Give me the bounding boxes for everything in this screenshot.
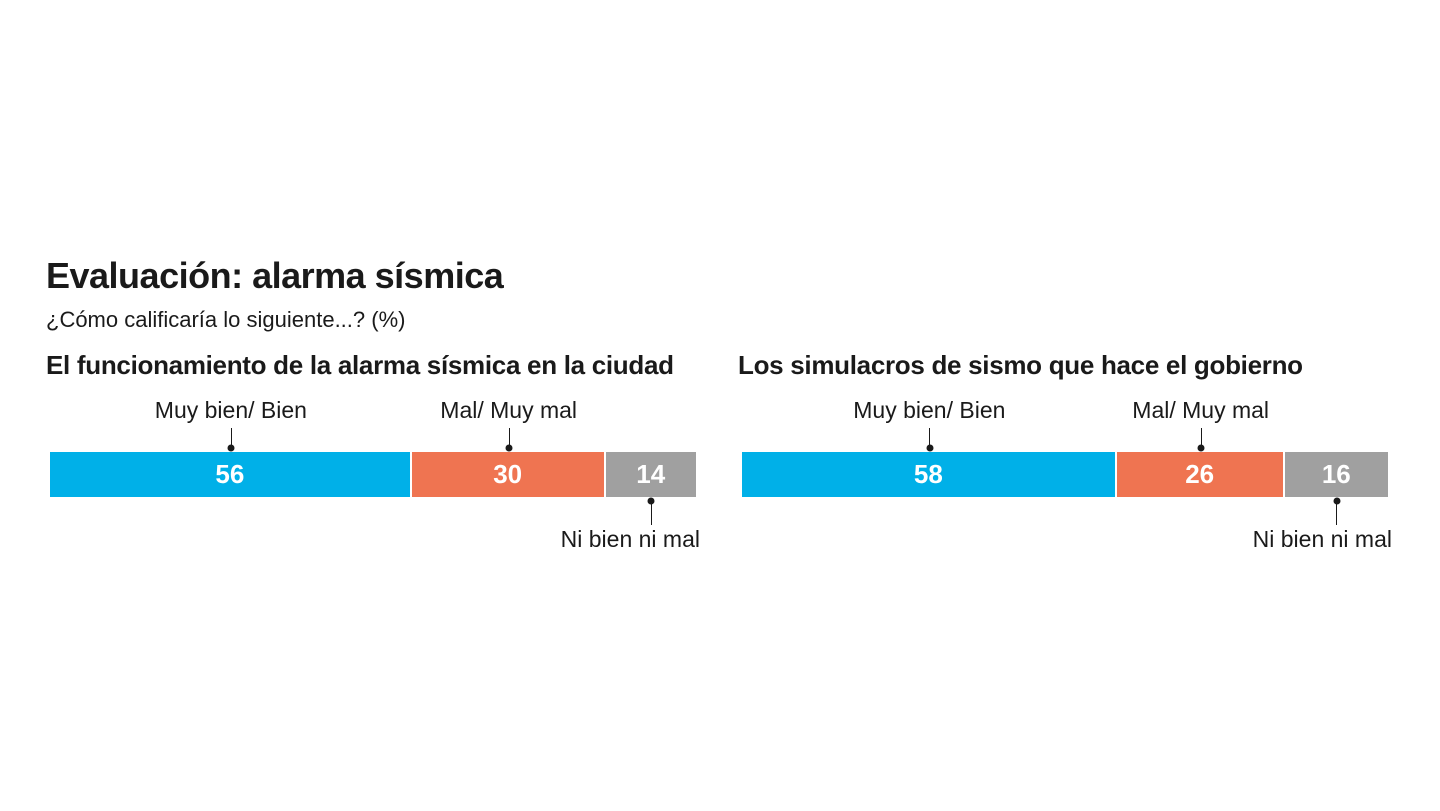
leader-dot — [227, 444, 235, 452]
category-label-ni-bien-ni-mal: Ni bien ni mal — [560, 526, 700, 552]
bar-segment-ni-bien-ni-mal: 14 — [605, 452, 696, 497]
bar-segment-muy-bien-bien: 56 — [50, 452, 412, 497]
category-label-mal-muy-mal: Mal/ Muy mal — [440, 397, 578, 423]
bar-segment-ni-bien-ni-mal: 16 — [1284, 452, 1388, 497]
category-label-muy-bien-bien: Muy bien/ Bien — [853, 397, 1006, 423]
leader-dot — [505, 444, 513, 452]
category-label-mal-muy-mal: Mal/ Muy mal — [1132, 397, 1270, 423]
panel-title: Los simulacros de sismo que hace el gobi… — [738, 350, 1303, 380]
chart-subtitle: ¿Cómo calificaría lo siguiente...? (%) — [46, 307, 406, 332]
bar-segment-mal-muy-mal: 26 — [1116, 452, 1285, 497]
bar-segment-mal-muy-mal: 30 — [411, 452, 606, 497]
leader-dot — [1197, 444, 1205, 452]
leader-line — [650, 501, 652, 525]
leader-line — [929, 428, 931, 448]
leader-line — [508, 428, 510, 448]
leader-dot — [926, 444, 934, 452]
stacked-bar: 58 26 16 — [742, 452, 1388, 497]
leader-line — [1336, 501, 1338, 525]
stacked-bar: 56 30 14 — [50, 452, 696, 497]
chart-panel-simulacros: Los simulacros de sismo que hace el gobi… — [738, 346, 1398, 566]
leader-dot — [1333, 497, 1341, 505]
category-label-ni-bien-ni-mal: Ni bien ni mal — [1252, 526, 1392, 552]
leader-dot — [647, 497, 655, 505]
leader-line — [230, 428, 232, 448]
leader-line — [1200, 428, 1202, 448]
category-label-muy-bien-bien: Muy bien/ Bien — [154, 397, 307, 423]
bar-segment-muy-bien-bien: 58 — [742, 452, 1117, 497]
chart-panel-alarma: El funcionamiento de la alarma sísmica e… — [46, 346, 706, 566]
panel-title: El funcionamiento de la alarma sísmica e… — [46, 350, 674, 380]
chart-title: Evaluación: alarma sísmica — [46, 255, 504, 296]
